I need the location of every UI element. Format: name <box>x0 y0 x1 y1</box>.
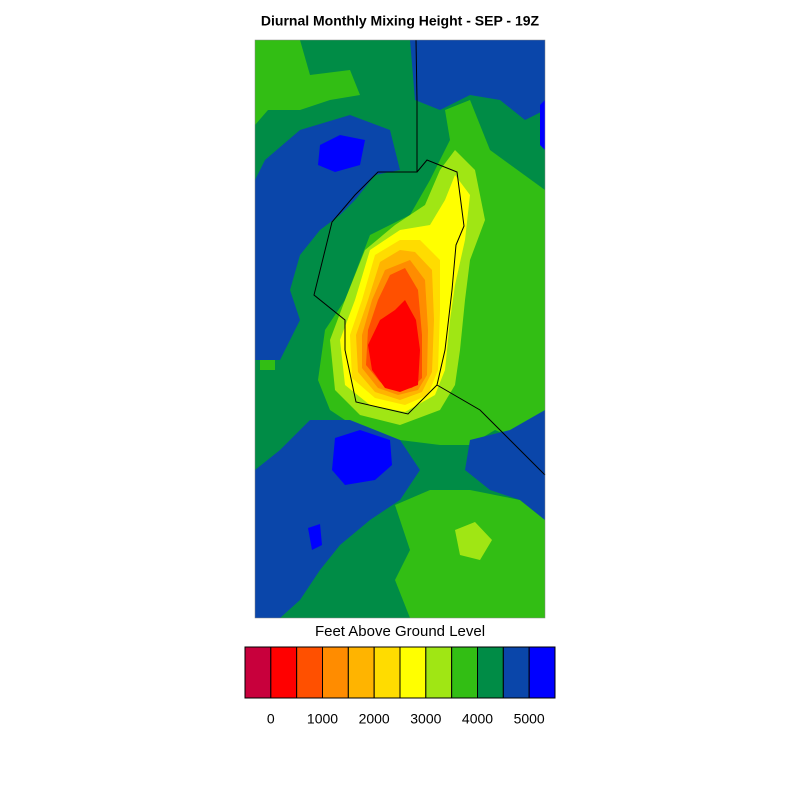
colorbar-box <box>270 646 298 699</box>
colorbar-box <box>244 646 272 699</box>
colorbar-tick-label: 0 <box>267 711 275 727</box>
colorbar-box <box>451 646 478 699</box>
colorbar-box <box>477 646 504 699</box>
zone-light-green <box>455 522 492 560</box>
boundary <box>313 39 465 415</box>
colorbar-tick-label: 3000 <box>410 711 441 727</box>
colorbar-box <box>399 646 427 699</box>
zone-blue <box>318 135 365 172</box>
colorbar-box <box>296 646 323 699</box>
colorbar-tick-label: 1000 <box>307 711 338 727</box>
zone-dark-blue <box>465 410 545 520</box>
colorbar-box <box>528 646 556 699</box>
zone-blue <box>332 430 392 485</box>
colorbar-box <box>347 646 375 699</box>
title: Diurnal Monthly Mixing Height - SEP - 19… <box>261 13 540 29</box>
zone-dark-blue <box>410 40 545 120</box>
zone-red <box>368 300 420 392</box>
colorbar-tick-label: 2000 <box>359 711 390 727</box>
colorbar-label: Feet Above Ground Level <box>315 623 485 640</box>
colorbar-tick-label: 5000 <box>514 711 545 727</box>
map-frame <box>254 39 546 619</box>
zone-green <box>255 40 360 110</box>
colorbar-box <box>425 646 453 699</box>
zone-dark-blue <box>255 115 400 360</box>
map <box>254 39 546 619</box>
zone-blue <box>308 524 322 550</box>
colorbar-box <box>373 646 401 699</box>
colorbar-box <box>502 646 530 699</box>
zone-green <box>255 90 268 125</box>
colorbar: 0 1000 2000 3000 4000 5000 <box>244 646 556 727</box>
zone-blue <box>540 100 545 150</box>
boundary <box>436 384 546 476</box>
colorbar-tick-label: 4000 <box>462 711 493 727</box>
colorbar-box <box>322 646 349 699</box>
